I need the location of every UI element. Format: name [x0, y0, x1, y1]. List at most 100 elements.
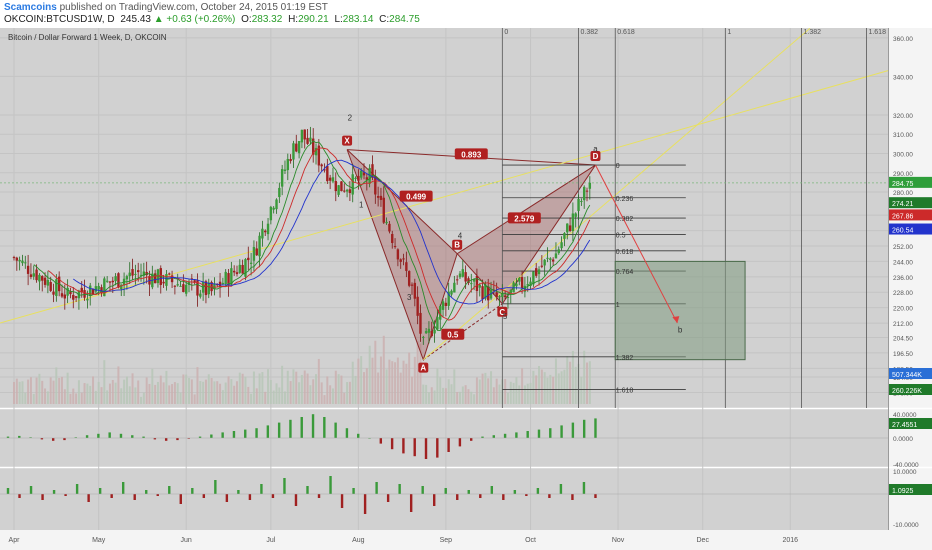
histogram-bar	[340, 494, 344, 508]
price-axis-tick: 228.00	[893, 290, 913, 297]
candle-body	[388, 223, 391, 232]
histogram-bar	[271, 494, 275, 498]
candle-body	[283, 169, 287, 171]
candle-body	[35, 269, 38, 281]
candle-body	[444, 302, 448, 306]
price-axis-tick: 300.00	[893, 151, 913, 158]
candle-body	[213, 283, 216, 290]
price-axis-tick: 320.00	[893, 113, 913, 120]
histogram-bar	[232, 431, 236, 438]
candle-body	[580, 201, 583, 203]
candle-body	[12, 257, 16, 259]
volume-bar	[72, 388, 75, 404]
histogram-bar	[375, 482, 378, 494]
candle-body	[526, 284, 529, 286]
volume-bar	[134, 387, 137, 404]
oscillator-axis-tick: -10.0000	[893, 522, 919, 529]
candle-body	[32, 273, 35, 277]
candle-body	[343, 190, 346, 192]
candle-body	[162, 281, 165, 284]
candle-body	[577, 198, 580, 211]
histogram-bar	[52, 490, 56, 494]
volume-bar	[252, 371, 255, 404]
candle-body	[549, 258, 552, 260]
candle-body	[374, 176, 377, 195]
volume-bar	[103, 360, 106, 404]
oscillator-pane-2-bg	[0, 468, 888, 530]
volume-bar	[52, 380, 55, 404]
volume-bar	[24, 392, 27, 404]
volume-bar	[15, 378, 18, 404]
author-link[interactable]: Scamcoins	[4, 2, 57, 13]
volume-bar	[295, 371, 298, 404]
candle-body	[249, 262, 253, 264]
candle-body	[235, 272, 239, 275]
histogram-bar	[29, 437, 32, 438]
candle-body	[63, 294, 67, 299]
candle-body	[571, 213, 575, 232]
volume-bar	[439, 377, 442, 404]
candle-body	[111, 280, 114, 283]
candle-body	[450, 290, 453, 295]
volume-bar	[123, 379, 126, 404]
volume-bar	[317, 358, 320, 404]
volume-bar	[145, 377, 148, 404]
candle-body	[15, 257, 19, 261]
candle-body	[125, 276, 129, 280]
price-axis-tick: 290.00	[893, 171, 913, 178]
volume-bar	[442, 387, 445, 404]
volume-bar	[283, 391, 286, 404]
histogram-bar	[6, 488, 10, 494]
histogram-bar	[191, 488, 194, 494]
volume-bar	[543, 372, 546, 404]
histogram-bar	[311, 414, 315, 438]
histogram-bar	[121, 482, 125, 494]
low-label: L:	[334, 14, 343, 25]
volume-bar	[456, 391, 459, 404]
moving-averages	[33, 140, 591, 331]
volume-bar	[509, 381, 512, 404]
time-axis-label: Aug	[352, 537, 365, 544]
histogram-bar	[503, 433, 507, 438]
candle-body	[413, 282, 417, 299]
volume-bar	[538, 366, 541, 404]
time-axis-label: May	[92, 537, 106, 544]
volume-bar	[504, 378, 507, 404]
candle-body	[407, 271, 411, 286]
volume-bar	[100, 387, 103, 404]
candle-body	[484, 284, 487, 299]
volume-bar	[182, 374, 185, 404]
volume-bar	[275, 383, 278, 404]
candle-body	[128, 272, 131, 277]
volume-bar	[176, 383, 179, 404]
fib-level-label: 1	[616, 302, 620, 309]
histogram-bar	[536, 488, 540, 494]
volume-bar	[526, 383, 529, 404]
volume-bar	[371, 357, 374, 404]
histogram-bar	[549, 428, 552, 438]
candle-body	[303, 129, 306, 140]
histogram-bar	[334, 422, 337, 438]
histogram-bar	[537, 429, 541, 438]
price-axis-tick: 236.00	[893, 275, 913, 282]
volume-bar	[66, 372, 69, 404]
volume-bar	[402, 360, 405, 404]
histogram-bar	[402, 438, 405, 454]
volume-bar	[340, 375, 343, 404]
candle-body	[405, 262, 408, 271]
price-axis	[888, 28, 932, 530]
volume-bar	[258, 373, 261, 404]
publisher-line: Scamcoins published on TradingView.com, …	[4, 2, 328, 14]
candle-body	[114, 276, 117, 282]
candle-body	[520, 277, 524, 289]
fib-level-label: 1.618	[616, 388, 634, 395]
pattern-point-label: C	[499, 308, 505, 317]
volume-bar	[120, 388, 123, 404]
axis-labels: Apr May Jun Jul Aug Sep Oct Nov Dec 2016360.00340…	[9, 36, 932, 544]
candle-body	[568, 225, 572, 231]
oscillator-value-badge	[889, 418, 932, 429]
time-axis-label: Jul	[266, 537, 275, 544]
price-change: +0.63 (+0.26%)	[166, 14, 236, 25]
fib-level-label: 0.382	[616, 216, 634, 223]
